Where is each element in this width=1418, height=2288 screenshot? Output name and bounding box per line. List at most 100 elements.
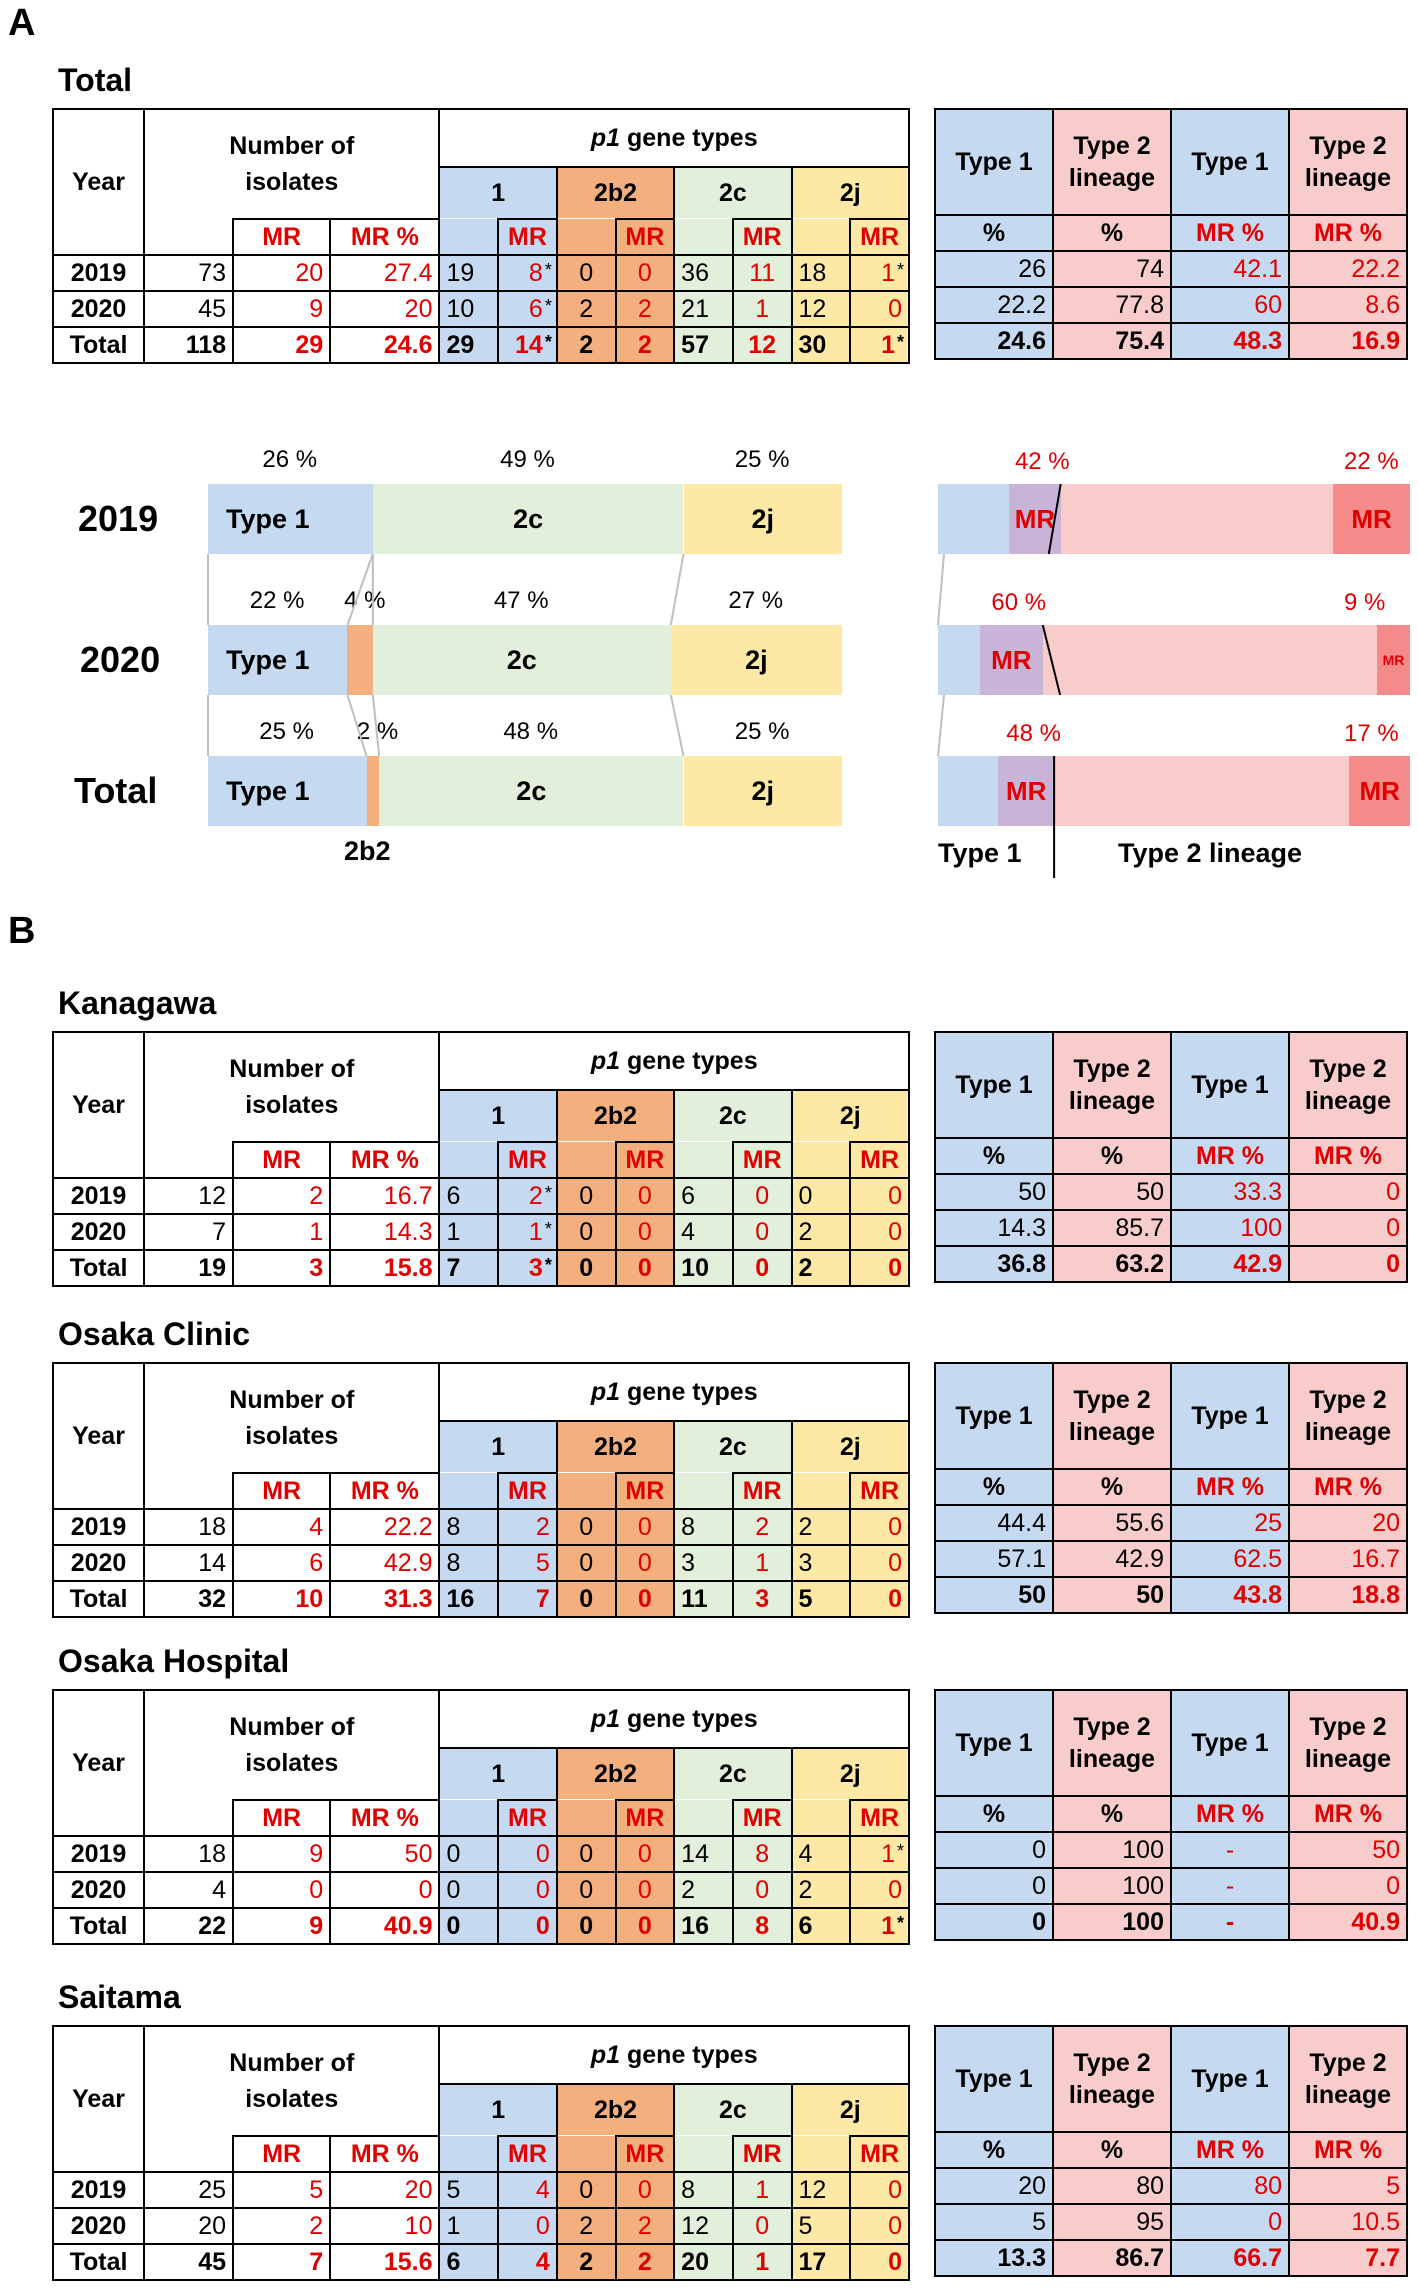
type2j-count-cell: 18: [790, 254, 852, 292]
type1-mr-cell: 2 *: [497, 1177, 558, 1215]
type1-count-cell: 5: [438, 2171, 500, 2209]
type1-mr-text: 0: [535, 1876, 550, 1904]
mr-count-cell-text: 10: [295, 1585, 324, 1613]
type1-mr-cell: 14 *: [497, 326, 558, 364]
num-label-2: isolates: [245, 1091, 339, 1119]
type2c-count-cell: 8: [673, 1508, 734, 1546]
t2j-label: 2j: [839, 1760, 861, 1788]
blank-cell: [555, 1800, 616, 1837]
t1-mr-header: MR: [497, 218, 558, 256]
type2j-col: 2j: [790, 2083, 911, 2136]
mr-count-cell-text: 3: [309, 1254, 324, 1282]
t2b2-label: 2b2: [593, 1760, 638, 1788]
type1-label: Type 1: [1191, 1402, 1269, 1430]
type1-count-cell: 0: [438, 1871, 500, 1909]
type2b2-count-cell: 0: [555, 1508, 617, 1546]
panel-label-a: A: [8, 2, 36, 44]
type1-count-cell-text: 16: [446, 1585, 475, 1613]
type2c-mr-cell-text: 0: [755, 1182, 770, 1210]
type2j-mr-text: 0: [888, 1876, 902, 1904]
t2c-mr-header-text: MR: [742, 223, 782, 251]
gene-types-header: p1 gene types: [438, 1362, 910, 1422]
num-label-2: isolates: [245, 168, 339, 196]
type2j-mr-cell: 0: [849, 1508, 910, 1546]
type2-pct-cell: 95: [1052, 2203, 1172, 2241]
table-row: 2019 18 9 50 0 0 0 0 14 8 4 1 *: [51, 1835, 910, 1873]
mr-pct-cell: 20: [329, 2171, 441, 2209]
type2-mr-pct-label: 9 %: [1344, 589, 1386, 616]
table-row: 2020 7 1 14.3 1 1 * 0 0 4 0 2 0: [51, 1213, 910, 1251]
type2b2-count-cell-text: 0: [579, 1218, 594, 1246]
mr-label: MR: [991, 644, 1032, 675]
type2c-mr-cell: 11: [731, 254, 793, 292]
blank-cell: [143, 219, 234, 256]
bar-category-label: 2020: [80, 639, 161, 680]
t2b2-mr-header: MR: [614, 2135, 676, 2173]
type1-count-cell: 8: [438, 1508, 500, 1546]
mr-count-cell: 10: [232, 1580, 332, 1618]
table-row: 20 80 80 5: [934, 2167, 1408, 2205]
type2-pct-cell-text: 74: [1136, 255, 1164, 283]
p1-label: p1: [590, 1047, 621, 1075]
mr-header-text: MR: [262, 1477, 302, 1505]
type1-pct-cell: 57.1: [934, 1540, 1054, 1578]
type2c-count-cell: 16: [673, 1907, 734, 1945]
mr-pct-cell-text: 40.9: [383, 1912, 433, 1940]
asterisk-mark: *: [896, 332, 904, 352]
type1-mr-text: 0: [535, 1840, 550, 1868]
table-row: 14.3 85.7 100 0: [934, 1209, 1408, 1247]
mr-count-cell-text: 9: [309, 1840, 324, 1868]
isolates-header: Number of isolates: [143, 2025, 441, 2136]
year-cell-text: 2020: [70, 1876, 127, 1904]
type2-mrpct-cell-text: 20: [1372, 1509, 1400, 1537]
type2-mrpct-cell-text: 7.7: [1365, 2244, 1400, 2272]
type2-pct-cell: 77.8: [1052, 286, 1172, 324]
type2c-mr-cell-text: 12: [748, 331, 777, 359]
mr-pct-cell: 24.6: [329, 326, 441, 364]
mr-pct-header-text: MR %: [1313, 1473, 1383, 1501]
type1-mr-cell: 5: [497, 1544, 558, 1582]
type2b2-mr-cell-text: 0: [637, 1840, 652, 1868]
type2j-count-cell: 2: [790, 1249, 852, 1287]
blank-cell: [143, 1800, 234, 1837]
type2c-mr-cell-text: 0: [755, 1876, 770, 1904]
type2-mrpct-cell: 16.9: [1288, 322, 1408, 360]
type2b2-count-cell-text: 0: [579, 1585, 594, 1613]
type1-mr-text: 0: [535, 1912, 550, 1940]
lineage-label: lineage: [1068, 1087, 1156, 1115]
bar-pct-label: 25 %: [734, 718, 790, 745]
isolates-cell-text: 118: [185, 331, 227, 359]
type2-label: Type 2: [1309, 2049, 1387, 2077]
table-row: 2020 45 9 20 10 6 * 2 2 21 1 12 0: [51, 290, 910, 328]
type1-mrpct-cell-text: 43.8: [1233, 1581, 1282, 1609]
type2-pct-cell-text: 80: [1136, 2172, 1164, 2200]
type2b2-mr-cell-text: 2: [637, 2248, 652, 2276]
t1-mr-header-text: MR: [508, 223, 547, 251]
type1-pct-cell-text: 50: [1018, 1581, 1046, 1609]
type2j-count-cell-text: 12: [798, 2176, 827, 2204]
type2j-count-cell-text: 18: [798, 259, 827, 287]
isolates-cell: 118: [143, 326, 235, 364]
year-cell-text: 2020: [70, 295, 127, 323]
type2-mrpct-cell: 0: [1288, 1209, 1408, 1247]
type2-pct-cell-text: 50: [1136, 1581, 1164, 1609]
type1-count-cell-text: 7: [446, 1254, 461, 1282]
type2c-mr-cell-text: 0: [755, 1218, 770, 1246]
type2b2-count-cell-text: 0: [579, 1513, 594, 1541]
p1-label: p1: [590, 1705, 621, 1733]
type2-mrpct-cell-text: 0: [1386, 1178, 1400, 1206]
type1-pct-cell: 44.4: [934, 1504, 1054, 1542]
type2j-mr-text: 1: [881, 259, 895, 287]
type1-count-cell: 10: [438, 290, 500, 328]
type2j-mr-cell: 0: [849, 2243, 910, 2281]
type1-mr-text: 3: [528, 1254, 543, 1282]
mr-count-cell-text: 9: [309, 1912, 324, 1940]
year-label: Year: [72, 168, 125, 196]
type2-mrpct-cell-text: 10.5: [1351, 2208, 1400, 2236]
t2b2-mr-header-text: MR: [625, 2140, 665, 2168]
type2c-mr-cell: 8: [731, 1835, 793, 1873]
type2j-col: 2j: [790, 166, 911, 219]
type2-mrpct-cell-text: 0: [1386, 1214, 1400, 1242]
type2j-count-cell: 0: [790, 1177, 852, 1215]
bar-segment: 2j: [670, 625, 842, 695]
